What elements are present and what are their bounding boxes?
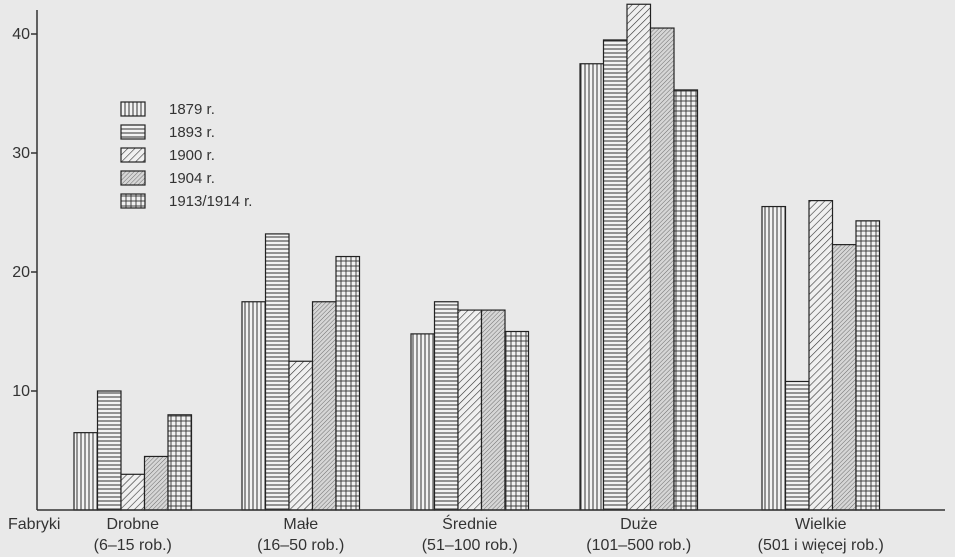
legend-label-4: 1904 r. xyxy=(169,170,215,187)
legend-label-1: 1879 r. xyxy=(169,101,215,118)
bar-2-1 xyxy=(241,301,267,511)
bar-1-1 xyxy=(73,432,99,511)
bar-2-5 xyxy=(335,255,361,511)
legend-swatch-4 xyxy=(120,170,146,186)
legend-swatch-1 xyxy=(120,101,146,117)
legend-label-2: 1893 r. xyxy=(169,124,215,141)
bar-4-1 xyxy=(579,63,605,511)
category-label-5: Wielkie xyxy=(795,516,847,533)
bar-5-5 xyxy=(855,220,881,511)
bar-3-2 xyxy=(433,301,459,511)
bar-1-3 xyxy=(120,473,146,511)
y-tick-label-2: 20 xyxy=(12,264,30,281)
bar-3-3 xyxy=(457,309,483,511)
bar-2-2 xyxy=(264,233,290,511)
bar-3-1 xyxy=(410,333,436,511)
category-label-4: Duże xyxy=(620,516,657,533)
category-label-1: Drobne xyxy=(107,516,160,533)
bar-5-1 xyxy=(761,205,787,511)
category-range-1: (6–15 rob.) xyxy=(94,537,172,554)
bar-2-4 xyxy=(311,301,337,511)
legend-label-5: 1913/1914 r. xyxy=(169,193,252,210)
bar-4-4 xyxy=(649,27,675,511)
bar-3-4 xyxy=(480,309,506,511)
bar-4-2 xyxy=(602,39,628,511)
bar-1-2 xyxy=(96,390,122,511)
legend-label-3: 1900 r. xyxy=(169,147,215,164)
legend-swatch-3 xyxy=(120,147,146,163)
category-label-3: Średnie xyxy=(442,514,497,533)
category-label-2: Małe xyxy=(283,516,318,533)
bar-5-3 xyxy=(808,200,834,511)
legend-swatch-2 xyxy=(120,124,146,140)
y-tick-label-1: 10 xyxy=(12,383,30,400)
category-range-5: (501 i więcej rob.) xyxy=(758,537,884,554)
y-tick-label-4: 40 xyxy=(12,26,30,43)
bar-1-5 xyxy=(167,414,193,511)
category-range-2: (16–50 rob.) xyxy=(257,537,344,554)
bar-4-5 xyxy=(673,89,699,511)
bar-5-2 xyxy=(784,380,810,511)
x-axis-label: Fabryki xyxy=(8,516,60,533)
y-tick-label-3: 30 xyxy=(12,145,30,162)
category-range-3: (51–100 rob.) xyxy=(422,537,518,554)
category-range-4: (101–500 rob.) xyxy=(586,537,691,554)
bar-4-3 xyxy=(626,3,652,511)
bar-3-5 xyxy=(504,330,530,511)
legend-swatch-5 xyxy=(120,193,146,209)
bar-5-4 xyxy=(831,244,857,511)
bar-1-4 xyxy=(143,455,169,511)
bar-2-3 xyxy=(288,360,314,511)
